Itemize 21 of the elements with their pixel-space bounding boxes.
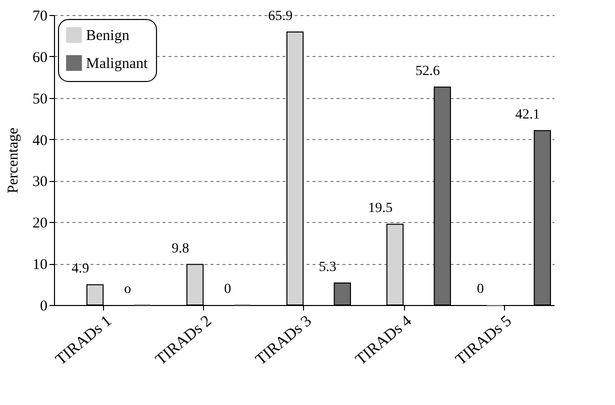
y-axis-title: Percentage [6,127,22,194]
y-tick-label: 50 [32,91,48,108]
y-tick-label: 0 [40,298,48,314]
legend-label: Malignant [86,56,148,72]
data-label: o [124,282,132,297]
y-tick-label: 10 [32,257,48,274]
data-label: 5.3 [318,260,336,276]
y-tick-label: 60 [32,50,48,66]
data-label: 0 [224,282,232,297]
legend-label: Benign [86,28,130,44]
data-label: 65.9 [268,8,293,24]
y-tick-label: 20 [32,216,48,232]
data-label: 52.6 [415,64,440,80]
data-label: 9.8 [172,241,190,256]
data-label: 19.5 [368,201,393,216]
y-tick-label: 70 [32,8,48,24]
data-label: 4.9 [72,262,90,277]
data-label: 42.1 [515,108,540,123]
data-label: 0 [476,282,484,297]
y-tick-label: 40 [32,132,48,149]
y-tick-label: 30 [32,174,48,190]
